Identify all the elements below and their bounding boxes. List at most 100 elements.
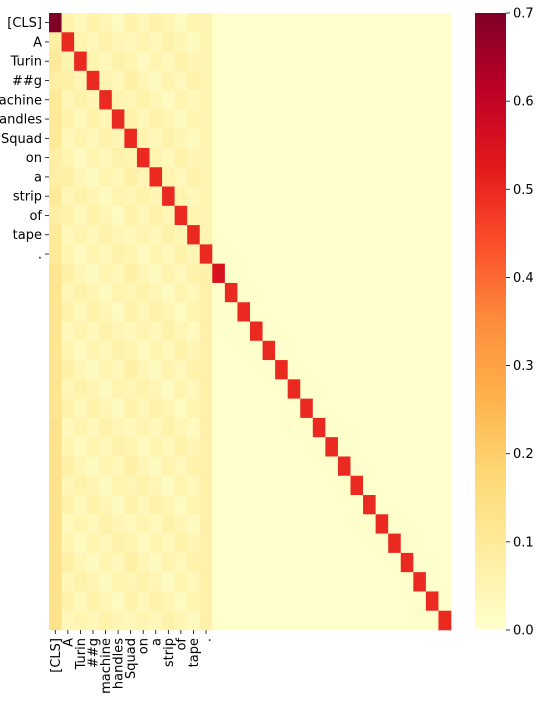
heatmap-cell	[376, 187, 389, 207]
heatmap-cell	[413, 32, 426, 52]
heatmap-cell	[212, 109, 225, 129]
heatmap-cell	[225, 52, 238, 72]
heatmap-cell	[74, 418, 87, 438]
heatmap-cell	[363, 206, 376, 226]
heatmap-cell	[325, 456, 338, 476]
heatmap-cell	[150, 591, 163, 611]
heatmap-cell	[162, 495, 175, 515]
heatmap-cell	[313, 129, 326, 149]
heatmap-cell	[112, 71, 125, 91]
heatmap-cell	[124, 437, 137, 457]
heatmap-cell	[426, 495, 439, 515]
heatmap-cell	[175, 90, 188, 110]
heatmap-cell	[401, 553, 414, 573]
heatmap-cell	[438, 572, 451, 592]
heatmap-cell	[288, 90, 301, 110]
heatmap-cell	[275, 206, 288, 226]
heatmap-cell	[62, 13, 75, 33]
heatmap-cell	[313, 322, 326, 342]
heatmap-cell	[187, 495, 200, 515]
heatmap-cell	[363, 379, 376, 399]
heatmap-cell	[150, 379, 163, 399]
heatmap-cell	[438, 129, 451, 149]
heatmap-cell	[263, 456, 276, 476]
heatmap-cell	[401, 148, 414, 168]
heatmap-cell	[112, 437, 125, 457]
heatmap-cell	[237, 341, 250, 361]
heatmap-cell	[275, 437, 288, 457]
heatmap-cell	[175, 167, 188, 187]
heatmap-cell	[325, 225, 338, 245]
heatmap-cell	[438, 360, 451, 380]
heatmap-cell	[49, 302, 62, 322]
heatmap-cell	[137, 572, 150, 592]
heatmap-cell	[338, 534, 351, 554]
heatmap-cell	[237, 418, 250, 438]
heatmap-cell	[74, 148, 87, 168]
heatmap-cell	[187, 591, 200, 611]
heatmap-cell	[124, 283, 137, 303]
heatmap-cell	[99, 225, 112, 245]
heatmap-cell	[250, 264, 263, 284]
heatmap-cell	[200, 341, 213, 361]
heatmap-cell	[200, 495, 213, 515]
heatmap-cell	[300, 476, 313, 496]
heatmap-cell	[288, 129, 301, 149]
heatmap-cell	[99, 341, 112, 361]
heatmap-cell	[338, 129, 351, 149]
heatmap-cell	[313, 167, 326, 187]
heatmap-cell	[325, 187, 338, 207]
heatmap-cell	[426, 341, 439, 361]
heatmap-cell	[112, 418, 125, 438]
heatmap-cell	[263, 148, 276, 168]
heatmap-cell	[49, 167, 62, 187]
heatmap-cell	[388, 283, 401, 303]
heatmap-cell	[237, 71, 250, 91]
heatmap-cell	[124, 109, 137, 129]
heatmap-cell	[112, 611, 125, 631]
heatmap-cell	[313, 611, 326, 631]
heatmap-cell	[401, 418, 414, 438]
heatmap-cell	[225, 109, 238, 129]
heatmap-cell	[313, 341, 326, 361]
heatmap-cell	[87, 437, 100, 457]
heatmap-cell	[363, 129, 376, 149]
heatmap-cell	[99, 611, 112, 631]
heatmap-cell	[426, 283, 439, 303]
heatmap-cell	[376, 437, 389, 457]
heatmap-cells	[49, 13, 451, 630]
heatmap-cell	[250, 495, 263, 515]
heatmap-cell	[338, 71, 351, 91]
heatmap-cell	[212, 225, 225, 245]
heatmap-cell	[413, 13, 426, 33]
heatmap-cell	[212, 244, 225, 264]
heatmap-cell	[388, 71, 401, 91]
heatmap-cell	[376, 71, 389, 91]
heatmap-cell	[124, 206, 137, 226]
heatmap-cell	[49, 187, 62, 207]
colorbar-tick-label: 0.7	[513, 7, 534, 22]
heatmap-cell	[175, 611, 188, 631]
heatmap-cell	[99, 514, 112, 534]
heatmap-cell	[351, 244, 364, 264]
heatmap-cell	[363, 341, 376, 361]
heatmap-cell	[376, 167, 389, 187]
heatmap-cell	[124, 148, 137, 168]
heatmap-cell	[275, 187, 288, 207]
heatmap-cell	[175, 418, 188, 438]
heatmap-cell	[112, 572, 125, 592]
heatmap-cell	[413, 360, 426, 380]
heatmap-cell	[313, 71, 326, 91]
heatmap-cell	[275, 322, 288, 342]
heatmap-cell	[363, 264, 376, 284]
heatmap-cell	[300, 456, 313, 476]
heatmap-cell	[376, 264, 389, 284]
heatmap-cell	[426, 13, 439, 33]
heatmap-cell	[376, 495, 389, 515]
heatmap-cell	[413, 322, 426, 342]
heatmap-cell	[200, 456, 213, 476]
heatmap-cell	[124, 264, 137, 284]
heatmap-cell	[99, 302, 112, 322]
heatmap-cell	[200, 187, 213, 207]
heatmap-cell	[49, 129, 62, 149]
